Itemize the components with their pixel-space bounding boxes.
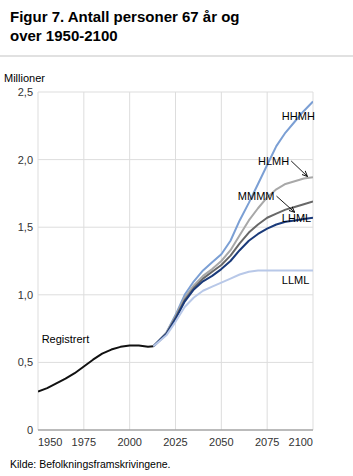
x-tick-label: 2100 (289, 436, 313, 448)
x-grid-line (38, 92, 39, 430)
x-tick-label: 1975 (72, 436, 96, 448)
y-tick-label: 1,5 (18, 221, 33, 233)
title-separator (0, 56, 353, 57)
series-line (154, 202, 314, 347)
y-tick-label: 0 (27, 424, 33, 436)
y-tick-label: 1,0 (18, 289, 33, 301)
grid (38, 92, 313, 430)
x-grid-line (83, 92, 84, 430)
x-axis-line (38, 430, 313, 431)
x-tick-label: 2000 (117, 436, 141, 448)
series-lines (38, 101, 313, 391)
series-line (154, 177, 314, 346)
annotation: Registrert (42, 333, 90, 345)
source: Kilde: Befolkningsframskrivingene. (10, 458, 171, 470)
y-tick-label: 0,5 (18, 356, 33, 368)
x-grid-line (267, 92, 268, 430)
series-line (38, 346, 154, 392)
annotation: LHML (282, 212, 311, 224)
annotation: LLML (282, 274, 310, 286)
chart: Figur 7. Antall personer 67 år ogover 19… (0, 0, 353, 476)
series-line (154, 218, 314, 346)
annotation: HLMH (258, 155, 289, 167)
y-tick-label: 2,5 (18, 86, 33, 98)
series-line (154, 101, 314, 346)
title: Figur 7. Antall personer 67 år ogover 19… (10, 8, 240, 44)
annotation-arrow (291, 161, 307, 177)
x-grid-line (313, 92, 314, 430)
series-line (154, 270, 314, 346)
x-tick-label: 2075 (255, 436, 279, 448)
y-tick-label: 2,0 (18, 154, 33, 166)
x-tick-label: 2050 (209, 436, 233, 448)
annotation: HHMH (282, 110, 315, 122)
annotation: MMMM (238, 190, 275, 202)
annotation-arrow (276, 196, 294, 212)
x-tick-label: 2025 (163, 436, 187, 448)
y-axis-label: Millioner (4, 72, 45, 84)
x-grid-line (129, 92, 130, 430)
y-grid-line (38, 430, 313, 431)
x-tick-label: 1950 (38, 436, 62, 448)
x-grid-line (175, 92, 176, 430)
